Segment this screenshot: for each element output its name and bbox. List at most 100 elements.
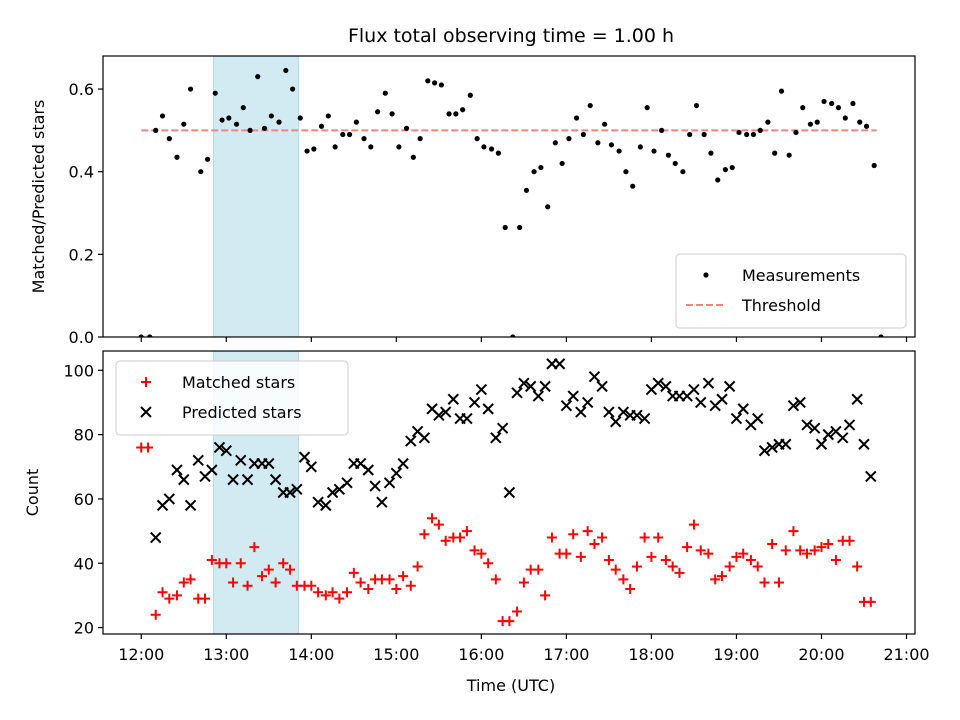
data-point <box>518 577 529 588</box>
data-point <box>765 119 771 125</box>
data-point <box>559 160 565 167</box>
data-point <box>546 532 557 543</box>
data-point <box>340 131 346 138</box>
data-point <box>313 587 324 598</box>
x-tick-label: 19:00 <box>713 645 759 664</box>
data-point <box>446 111 452 117</box>
data-point <box>532 390 545 402</box>
x-tick-label: 20:00 <box>798 645 844 664</box>
x-tick-label: 18:00 <box>628 645 674 664</box>
data-point <box>320 590 331 601</box>
data-point <box>730 412 743 425</box>
data-point <box>341 477 353 489</box>
data-point <box>581 396 594 409</box>
data-point <box>220 444 232 457</box>
data-point <box>710 574 721 585</box>
data-point <box>332 144 338 150</box>
data-point <box>178 473 190 486</box>
data-point <box>185 574 196 585</box>
data-point <box>800 105 806 111</box>
data-point <box>263 564 274 575</box>
series-2 <box>150 358 877 544</box>
data-point <box>794 396 806 409</box>
data-point <box>417 136 423 142</box>
data-point <box>603 406 615 418</box>
data-point <box>213 441 226 454</box>
data-point <box>171 464 183 476</box>
data-point <box>270 577 281 588</box>
data-point <box>835 105 842 111</box>
data-point <box>793 129 799 136</box>
data-point <box>758 444 771 457</box>
data-point <box>475 383 488 396</box>
legend-marker <box>703 272 709 278</box>
x-axis-label: Time (UTC) <box>466 676 555 695</box>
data-point <box>447 393 460 405</box>
data-point <box>433 519 444 530</box>
data-point <box>482 403 494 415</box>
data-point <box>688 383 700 396</box>
data-point <box>460 107 466 113</box>
data-point <box>157 587 168 598</box>
data-point <box>597 532 608 543</box>
data-point <box>348 567 359 578</box>
data-point <box>608 142 615 148</box>
data-point <box>524 380 537 393</box>
y-tick-label: 40 <box>74 554 94 573</box>
legend: Measurements Threshold <box>675 253 907 329</box>
data-point <box>814 119 820 125</box>
data-point <box>455 532 466 543</box>
data-point <box>375 109 381 115</box>
data-point <box>204 156 211 162</box>
x-tick-label: 16:00 <box>458 645 504 664</box>
data-point <box>736 129 742 136</box>
data-point <box>496 422 509 434</box>
data-point <box>863 123 870 129</box>
data-point <box>682 542 693 553</box>
data-point <box>589 538 600 549</box>
x-tick-label: 12:00 <box>118 645 164 664</box>
data-point <box>325 113 331 119</box>
x-tick-label: 21:00 <box>883 645 929 664</box>
y-tick-label: 100 <box>63 361 94 380</box>
data-point <box>844 535 855 546</box>
data-point <box>595 140 601 146</box>
legend-marker <box>140 406 152 418</box>
data-point <box>255 74 261 80</box>
data-point <box>432 80 438 86</box>
data-point <box>511 387 523 399</box>
data-point <box>780 545 791 556</box>
data-point <box>567 390 579 402</box>
data-point <box>703 548 714 559</box>
data-point <box>390 467 403 479</box>
data-point <box>808 422 821 434</box>
data-point <box>857 119 863 125</box>
y-axis-label: Matched/Predicted stars <box>29 100 48 294</box>
data-point <box>304 148 310 154</box>
legend-label: Matched stars <box>182 373 295 392</box>
data-point <box>468 396 481 409</box>
data-point <box>708 150 714 156</box>
data-point <box>631 409 643 422</box>
legend-box <box>115 360 349 436</box>
data-point <box>376 496 388 508</box>
data-point <box>143 442 154 453</box>
highlight-span <box>213 55 300 338</box>
data-point <box>539 380 551 393</box>
data-point <box>391 583 402 594</box>
data-point <box>737 403 749 415</box>
data-point <box>481 144 487 150</box>
data-point <box>588 371 601 383</box>
data-point <box>440 535 451 546</box>
data-point <box>369 480 381 492</box>
data-point <box>667 561 678 572</box>
data-point <box>618 574 629 585</box>
data-point <box>268 113 274 119</box>
data-point <box>206 464 218 476</box>
plot-area <box>136 358 877 627</box>
chart-title: Flux total observing time = 1.00 h <box>348 25 674 47</box>
data-point <box>722 167 728 173</box>
data-point <box>403 125 410 131</box>
data-point <box>610 416 622 428</box>
data-point <box>247 127 253 133</box>
